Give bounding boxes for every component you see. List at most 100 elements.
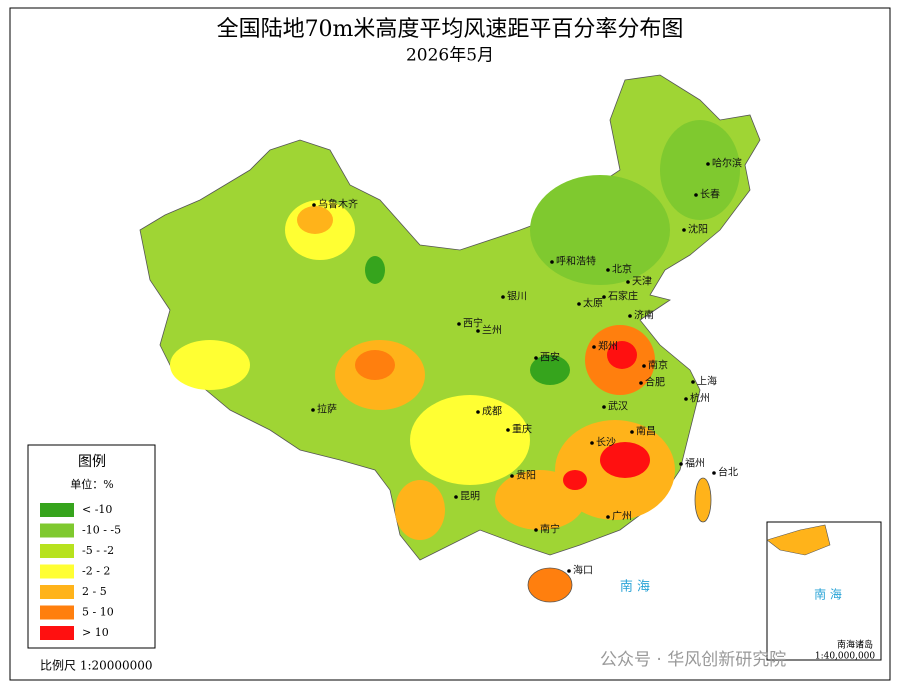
city-dot (534, 356, 538, 360)
legend-swatch (40, 585, 74, 599)
city-dot (626, 280, 630, 284)
city-label: 银川 (507, 290, 527, 303)
city-dot (550, 260, 554, 264)
city-dot (510, 474, 514, 478)
city-label: 兰州 (482, 324, 502, 337)
subtitle: 2026年5月 (406, 46, 494, 66)
city-dot (628, 314, 632, 318)
watermark: 公众号 · 华风创新研究院 (600, 650, 786, 670)
city-dot (534, 528, 538, 532)
inset-sea-label: 南 海 (814, 587, 842, 602)
city-dot (606, 515, 610, 519)
hainan (527, 567, 573, 603)
sea-label: 南 海 (620, 579, 650, 595)
city-dot (694, 193, 698, 197)
inset-islands: 南海诸岛 (837, 639, 873, 651)
region-patch (410, 395, 530, 485)
taiwan (694, 477, 712, 523)
legend-items: < -10 -10 - -5 -5 - -2 -2 - 2 2 - 5 5 - 10 > 1… (40, 503, 121, 640)
legend-label: 2 - 5 (82, 585, 107, 598)
city-label: 乌鲁木齐 (318, 198, 358, 211)
legend-label: -10 - -5 (82, 524, 121, 537)
city-dot (606, 268, 610, 272)
city-label: 哈尔滨 (712, 157, 742, 170)
legend-label: -5 - -2 (82, 544, 114, 557)
city-dot (602, 295, 606, 299)
legend-swatch (40, 605, 74, 620)
scale: 比例尺 1:20000000 (40, 659, 153, 673)
city-label: 成都 (482, 406, 502, 418)
city-label: 台北 (718, 466, 738, 479)
city-label: 呼和浩特 (556, 256, 596, 268)
city-dot (457, 322, 461, 326)
city-dot (592, 345, 596, 349)
city-dot (684, 397, 688, 401)
legend-label: > 10 (82, 626, 109, 639)
city-label: 广州 (612, 511, 632, 523)
city-label: 南京 (648, 359, 668, 372)
city-dot (630, 430, 634, 434)
region-patch (495, 470, 585, 530)
city-dot (682, 228, 686, 232)
city-label: 南宁 (540, 523, 560, 536)
city-label: 福州 (685, 457, 705, 470)
frame (9, 7, 891, 681)
city-dot (476, 410, 480, 414)
city-label: 郑州 (598, 340, 618, 353)
inset-scale: 1:40,000,000 (815, 652, 876, 662)
city-dot (567, 569, 571, 573)
legend-title: 图例 (78, 454, 106, 470)
region-patch (600, 442, 650, 478)
city-label: 西宁 (463, 317, 483, 330)
legend-swatch (40, 503, 74, 517)
legend-swatch (40, 564, 74, 579)
city-dot (712, 471, 716, 475)
city-dot (501, 295, 505, 299)
city-label: 长春 (700, 189, 720, 201)
city-label: 太原 (583, 297, 603, 310)
china-map (139, 74, 761, 603)
legend-unit: 单位：% (70, 477, 113, 491)
city-label: 贵阳 (516, 469, 536, 482)
legend-swatch (40, 523, 74, 538)
city-dot (506, 428, 510, 432)
city-dot (312, 203, 316, 207)
city-label: 长沙 (596, 437, 616, 449)
city-dot (691, 380, 695, 384)
legend-label: 5 - 10 (82, 606, 114, 619)
city-label: 杭州 (690, 392, 710, 405)
legend-swatch (40, 626, 74, 640)
inset-coast (766, 524, 831, 556)
city-dot (590, 441, 594, 445)
city-label: 天津 (632, 276, 652, 288)
city-dot (454, 495, 458, 499)
city-dot (602, 405, 606, 409)
region-patch (607, 341, 637, 369)
region-patch (530, 175, 670, 285)
city-dot (639, 381, 643, 385)
city-dot (706, 162, 710, 166)
title: 全国陆地70m米高度平均风速距平百分率分布图 (217, 17, 684, 42)
region-patch (297, 206, 333, 234)
region-patch (170, 340, 250, 390)
city-dot (311, 408, 315, 412)
region-patch (355, 350, 395, 380)
city-label: 合肥 (645, 376, 665, 389)
city-label: 石家庄 (608, 290, 638, 303)
city-label: 济南 (634, 309, 654, 322)
city-label: 重庆 (512, 423, 532, 436)
city-label: 沈阳 (688, 223, 708, 236)
city-dot (577, 302, 581, 306)
city-label: 武汉 (608, 400, 628, 413)
city-label: 南昌 (636, 425, 656, 438)
city-label: 海口 (573, 564, 593, 577)
region-patch (563, 470, 587, 490)
city-label: 拉萨 (317, 403, 337, 416)
region-patch (530, 355, 570, 385)
region-patch (395, 480, 445, 540)
region-patch (660, 120, 740, 220)
city-label: 昆明 (460, 491, 480, 503)
legend-swatch (40, 544, 74, 558)
